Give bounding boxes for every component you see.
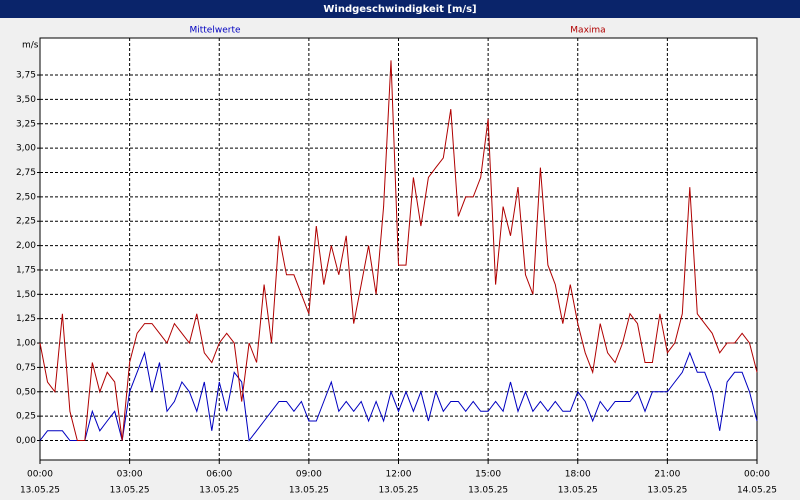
y-tick-label: 3,25 (16, 119, 36, 129)
series-line (39, 350, 758, 442)
y-tick-label: 0,50 (16, 387, 36, 397)
x-tick-date: 13.05.25 (378, 486, 418, 496)
y-tick-label: 3,50 (16, 95, 36, 105)
legend-entry: Mittelwerte (189, 26, 240, 36)
y-tick-label: 2,50 (16, 192, 36, 202)
y-tick-label: 1,00 (16, 339, 36, 349)
y-tick-label: 2,00 (16, 241, 36, 251)
series-line (39, 60, 758, 441)
y-tick-label: 2,25 (16, 217, 36, 227)
x-tick-date: 14.05.25 (737, 486, 777, 496)
y-tick-label: 3,00 (16, 144, 36, 154)
y-tick-label: 2,75 (16, 168, 36, 178)
x-tick-date: 13.05.25 (468, 486, 508, 496)
y-tick-label: 0,00 (16, 436, 36, 446)
x-tick-label: 00:00 (27, 470, 53, 480)
x-tick-label: 15:00 (475, 470, 501, 480)
x-tick-date: 13.05.25 (558, 486, 598, 496)
x-tick-date: 13.05.25 (110, 486, 150, 496)
y-tick-label: 1,50 (16, 290, 36, 300)
x-tick-date: 13.05.25 (199, 486, 239, 496)
x-tick-label: 00:00 (744, 470, 770, 480)
y-tick-label: 1,75 (16, 265, 36, 275)
x-tick-label: 21:00 (654, 470, 680, 480)
title-bar (0, 0, 800, 18)
y-axis-label: m/s (22, 41, 39, 51)
x-tick-date: 13.05.25 (20, 486, 60, 496)
x-tick-date: 13.05.25 (289, 486, 329, 496)
y-tick-label: 3,75 (16, 71, 36, 81)
y-tick-label: 1,25 (16, 314, 36, 324)
x-tick-label: 06:00 (206, 470, 232, 480)
x-tick-label: 12:00 (386, 470, 412, 480)
y-tick-label: 0,75 (16, 363, 36, 373)
x-tick-date: 13.05.25 (647, 486, 687, 496)
x-tick-label: 03:00 (117, 470, 143, 480)
chart-title: Windgeschwindigkeit [m/s] (323, 4, 476, 15)
x-tick-label: 18:00 (565, 470, 591, 480)
x-tick-label: 09:00 (296, 470, 322, 480)
legend-entry: Maxima (570, 26, 605, 36)
y-tick-label: 0,25 (16, 412, 36, 422)
